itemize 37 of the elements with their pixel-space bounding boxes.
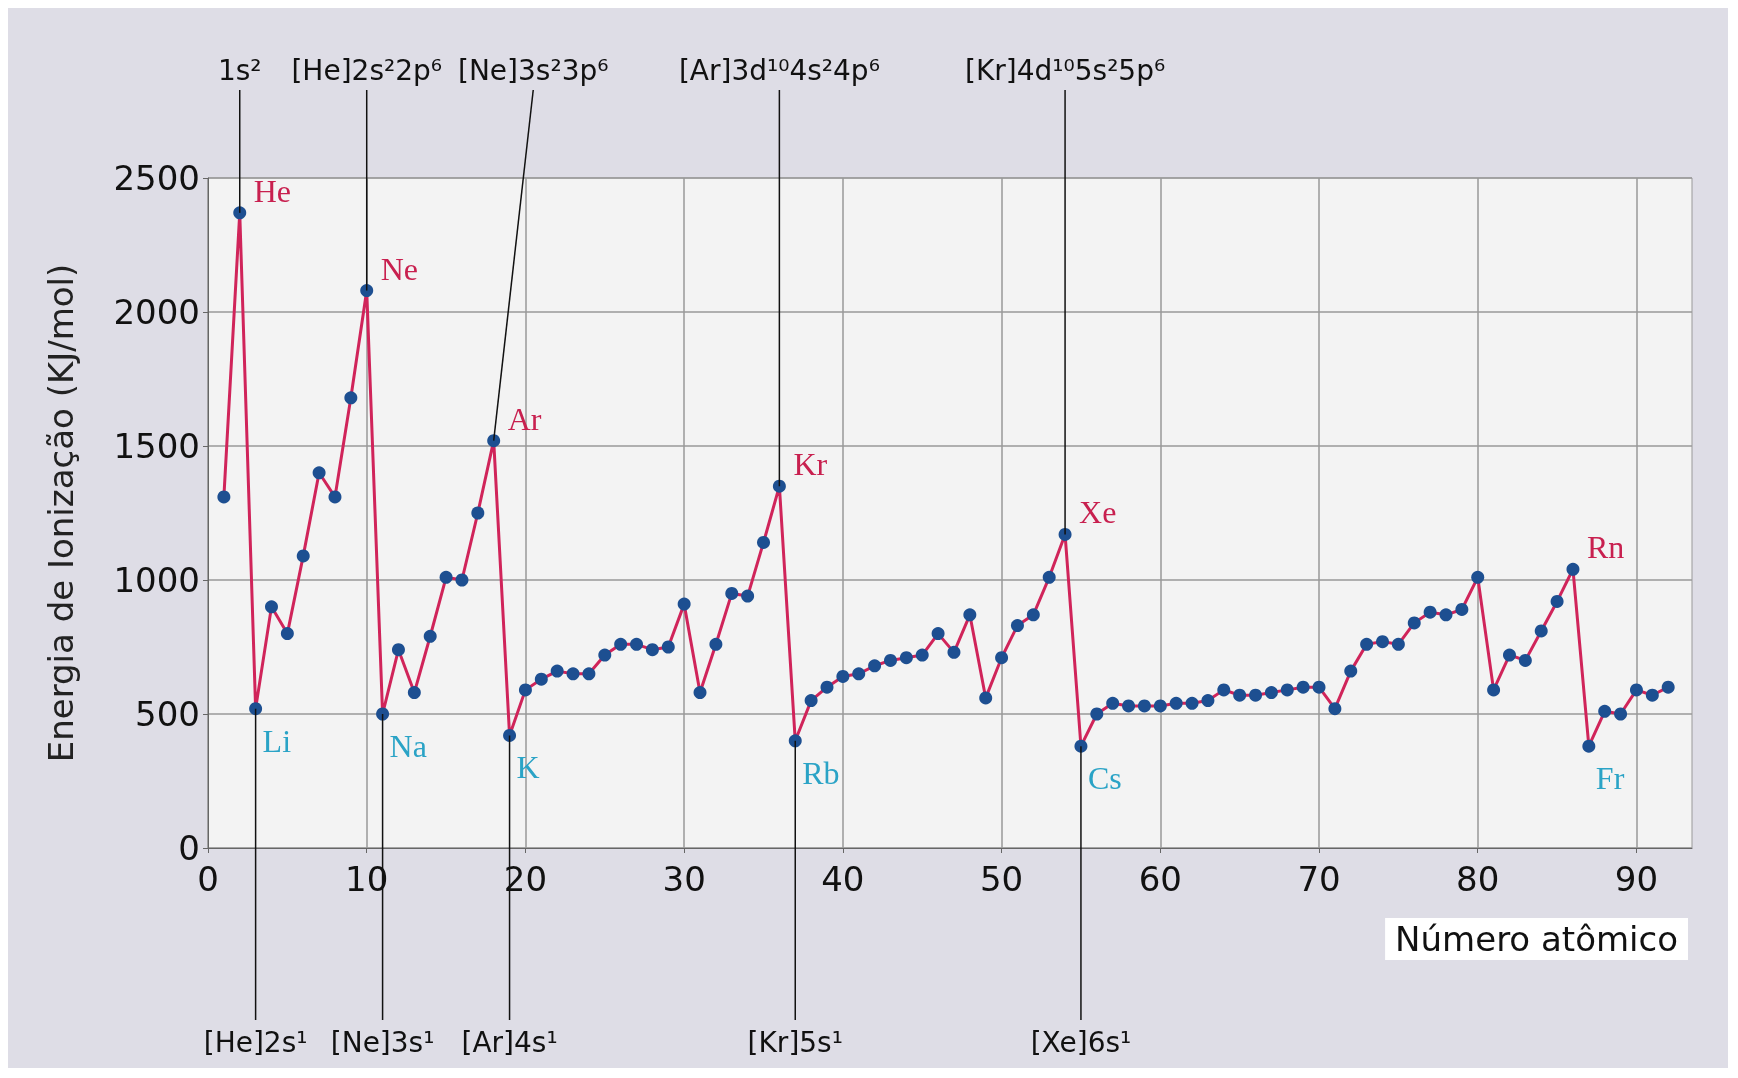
x-tick-label: 60 — [1138, 859, 1182, 899]
x-tick-label: 80 — [1456, 859, 1500, 899]
annotation: He — [253, 172, 292, 209]
annotation: Na — [389, 728, 427, 764]
annotation: [He]2s¹ — [203, 1025, 308, 1059]
annotation: Cs — [1087, 760, 1122, 797]
x-tick-label: 30 — [662, 859, 706, 899]
y-tick-label: 2500 — [113, 158, 200, 198]
y-tick-label: 500 — [135, 694, 200, 734]
annotation: [Ne]3s¹ — [330, 1025, 435, 1059]
annotation: Ar — [507, 400, 542, 437]
annotation: Rn — [1586, 529, 1625, 566]
annotation: Rb — [802, 754, 840, 791]
annotation: Kr — [793, 446, 828, 483]
x-tick-label: 50 — [979, 859, 1024, 899]
y-tick-label: 1500 — [113, 426, 200, 466]
annotation: [Xe]6s¹ — [1030, 1025, 1132, 1059]
annotation: K — [516, 749, 540, 786]
y-tick-label: 0 — [178, 828, 200, 868]
annotation: [Ne]3s²3p⁶ — [458, 53, 609, 87]
annotation: [Kr]4d¹⁰5s²5p⁶ — [964, 53, 1166, 87]
y-tick-label: 2000 — [113, 292, 200, 332]
y-axis-title: Energia de Ionização (KJ/mol) — [41, 263, 81, 763]
annotation: Xe — [1079, 494, 1117, 531]
x-tick-label: 40 — [821, 859, 865, 899]
annotation: [He]2s²2p⁶ — [291, 53, 443, 87]
annotation: Ne — [380, 250, 419, 287]
annotation: Li — [262, 722, 292, 759]
x-axis-title: Número atômico — [1395, 919, 1678, 959]
annotation: [Ar]4s¹ — [461, 1025, 558, 1059]
x-tick-label: 70 — [1297, 859, 1341, 899]
annotation: [Ar]3d¹⁰4s²4p⁶ — [678, 53, 880, 87]
y-tick-label: 1000 — [113, 560, 200, 600]
annotation: [Kr]5s¹ — [747, 1025, 843, 1059]
annotation: Fr — [1595, 760, 1625, 797]
x-tick-label: 90 — [1614, 859, 1659, 899]
annotation: 1s² — [217, 53, 262, 87]
